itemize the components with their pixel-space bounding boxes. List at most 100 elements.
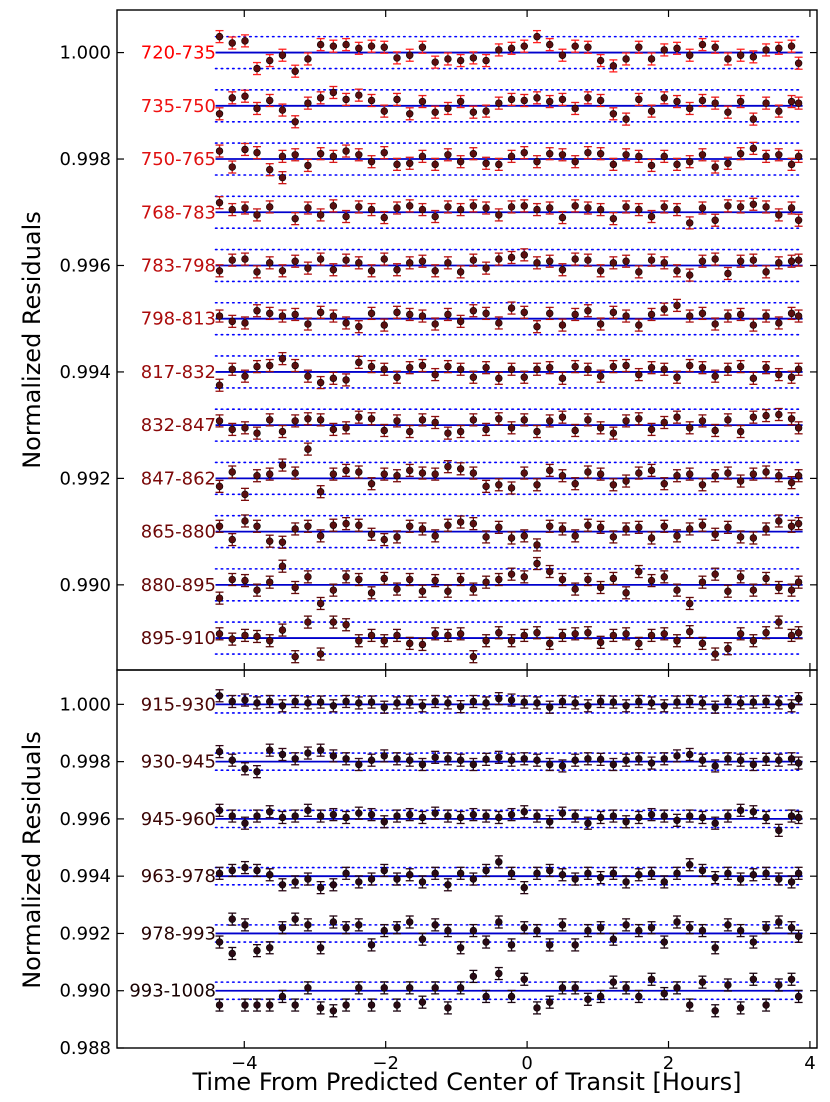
marker bbox=[482, 204, 490, 212]
data-point bbox=[354, 806, 363, 820]
marker bbox=[546, 522, 554, 530]
marker bbox=[711, 426, 719, 435]
data-point bbox=[622, 309, 631, 323]
y-tick-label: 0.992 bbox=[59, 923, 111, 944]
series-label: 915-930 bbox=[141, 694, 216, 715]
marker bbox=[329, 586, 338, 594]
data-point bbox=[634, 520, 643, 535]
marker bbox=[316, 532, 325, 540]
marker bbox=[380, 574, 388, 583]
marker bbox=[291, 812, 299, 820]
marker bbox=[546, 204, 554, 212]
marker bbox=[686, 157, 694, 166]
data-point bbox=[228, 694, 237, 709]
data-point bbox=[215, 935, 224, 949]
data-point bbox=[749, 972, 758, 986]
marker bbox=[355, 151, 363, 159]
data-point bbox=[794, 96, 803, 110]
data-point bbox=[596, 421, 605, 435]
data-point bbox=[431, 415, 440, 430]
data-point bbox=[583, 816, 592, 830]
data-point bbox=[787, 94, 796, 109]
data-point bbox=[456, 866, 465, 880]
data-point bbox=[749, 410, 758, 424]
marker bbox=[698, 257, 707, 265]
marker bbox=[329, 521, 338, 529]
marker bbox=[278, 924, 287, 932]
marker bbox=[673, 984, 681, 992]
x-axis-title: Time From Predicted Center of Transit [H… bbox=[191, 1068, 741, 1096]
data-point bbox=[240, 514, 249, 528]
marker bbox=[253, 104, 261, 113]
data-point bbox=[329, 422, 338, 437]
y-tick-label: 0.994 bbox=[59, 362, 111, 383]
data-point bbox=[342, 570, 351, 584]
data-point bbox=[240, 369, 249, 383]
marker bbox=[724, 469, 732, 477]
data-point bbox=[711, 252, 720, 266]
data-point bbox=[303, 52, 312, 66]
upper-panel-y-axis-title: Normalized Residuals bbox=[18, 211, 46, 469]
marker bbox=[558, 984, 567, 992]
marker bbox=[367, 875, 376, 883]
marker bbox=[794, 759, 803, 767]
marker bbox=[673, 373, 681, 381]
marker bbox=[558, 762, 567, 770]
data-point bbox=[482, 530, 491, 544]
data-point bbox=[520, 199, 529, 213]
marker bbox=[711, 530, 719, 538]
marker bbox=[266, 361, 274, 370]
marker bbox=[673, 752, 681, 760]
data-point bbox=[647, 307, 656, 322]
marker bbox=[316, 746, 325, 754]
data-point bbox=[609, 809, 618, 823]
marker bbox=[520, 573, 528, 581]
data-point bbox=[647, 696, 656, 710]
data-point bbox=[762, 752, 771, 766]
marker bbox=[469, 760, 478, 769]
data-point bbox=[571, 529, 580, 543]
marker bbox=[546, 97, 554, 106]
data-point bbox=[342, 92, 351, 107]
marker bbox=[215, 522, 224, 530]
marker bbox=[241, 863, 249, 872]
data-point bbox=[329, 371, 338, 385]
marker bbox=[266, 697, 274, 706]
data-point bbox=[507, 92, 516, 107]
data-point bbox=[533, 866, 541, 880]
marker bbox=[304, 806, 312, 815]
marker bbox=[495, 415, 503, 423]
data-point bbox=[405, 753, 414, 767]
marker bbox=[686, 697, 694, 706]
data-point bbox=[596, 147, 605, 161]
data-point bbox=[278, 149, 287, 164]
data-point bbox=[228, 532, 237, 547]
marker bbox=[495, 753, 503, 762]
data-point bbox=[622, 522, 631, 536]
data-point bbox=[456, 362, 465, 376]
marker bbox=[584, 416, 592, 424]
marker bbox=[266, 1001, 274, 1009]
marker bbox=[342, 147, 350, 155]
data-point bbox=[774, 316, 783, 330]
data-point bbox=[342, 421, 351, 435]
data-point bbox=[393, 872, 401, 886]
data-point bbox=[329, 749, 338, 763]
marker bbox=[775, 981, 783, 989]
marker bbox=[660, 812, 668, 820]
data-point bbox=[634, 694, 643, 709]
data-point bbox=[736, 147, 745, 161]
marker bbox=[647, 759, 656, 767]
marker bbox=[228, 39, 236, 47]
marker bbox=[507, 152, 516, 161]
data-point bbox=[507, 200, 516, 214]
marker bbox=[736, 427, 745, 436]
marker bbox=[253, 699, 261, 707]
marker bbox=[584, 94, 592, 102]
data-point bbox=[634, 810, 643, 825]
marker bbox=[380, 926, 388, 935]
marker bbox=[329, 42, 338, 50]
data-point bbox=[558, 572, 567, 587]
data-point bbox=[711, 941, 720, 955]
data-point bbox=[583, 992, 592, 1006]
